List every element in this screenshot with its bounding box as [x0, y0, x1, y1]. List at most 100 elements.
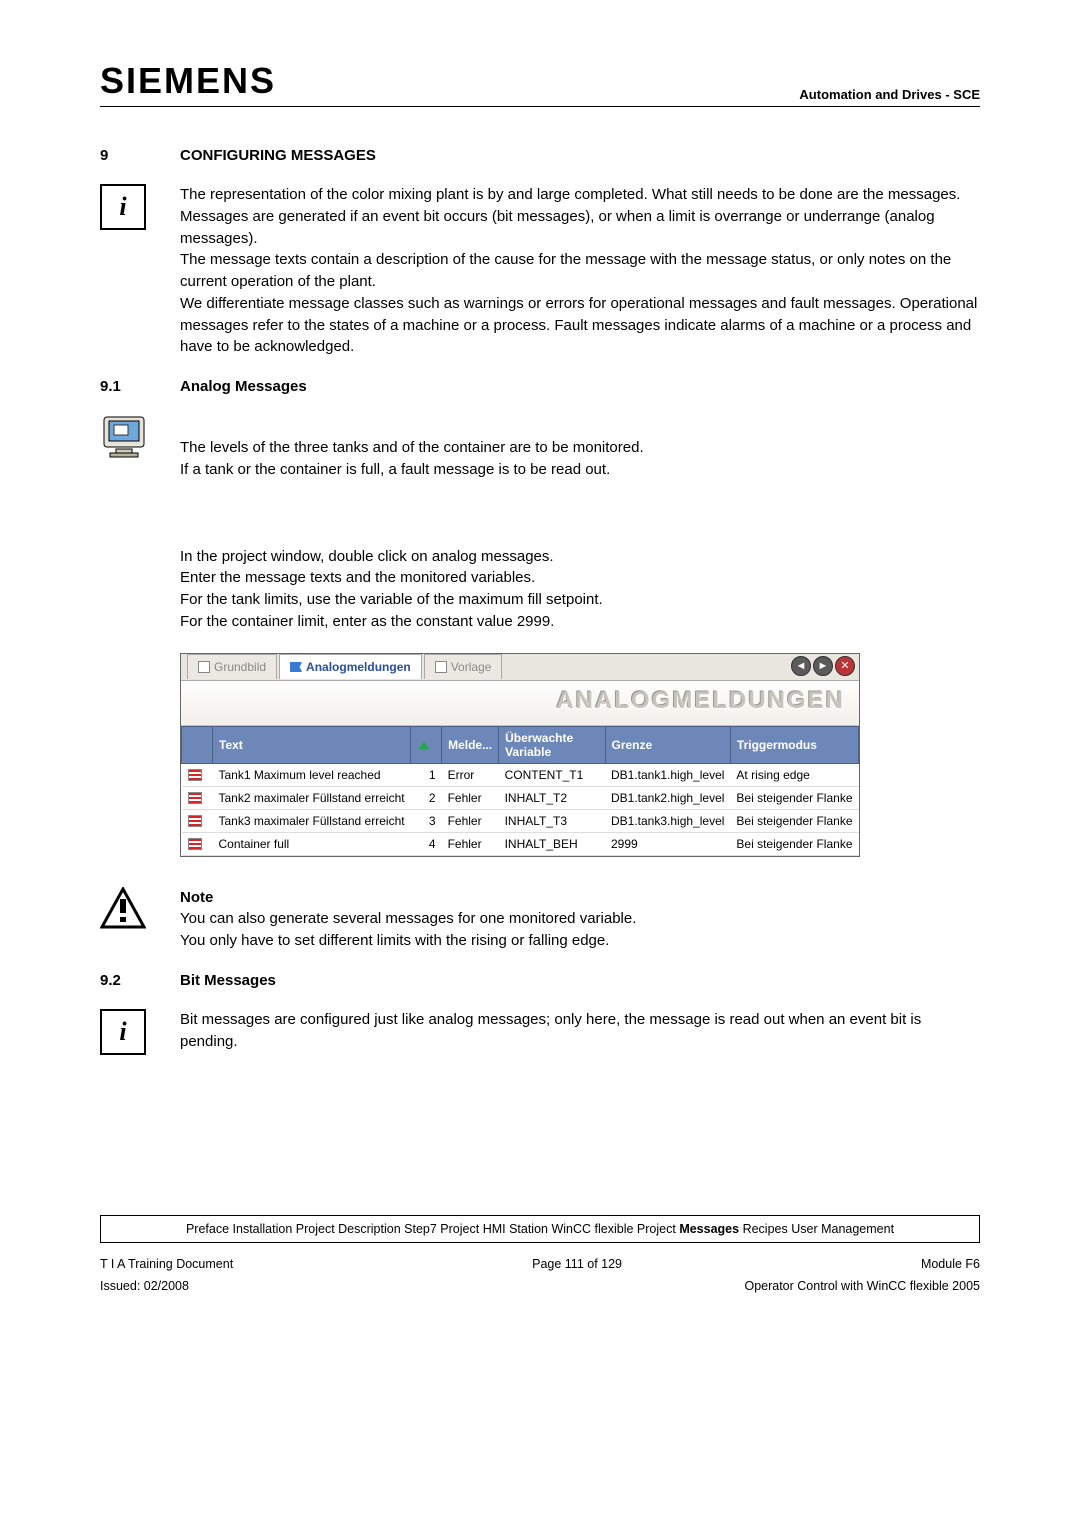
col-trigger[interactable]: Triggermodus [730, 726, 858, 763]
message-row-icon [188, 838, 202, 850]
section-9-1-heading: 9.1 Analog Messages [100, 378, 980, 395]
message-row-icon [188, 815, 202, 827]
breadcrumb-item[interactable]: WinCC flexible Project [551, 1222, 675, 1236]
section-9-title: CONFIGURING MESSAGES [180, 147, 376, 164]
cell-grenze: 2999 [605, 832, 730, 855]
tab-vorlage[interactable]: Vorlage [424, 654, 503, 679]
cell-grenze: DB1.tank1.high_level [605, 763, 730, 786]
table-header-row: Text Melde... Überwachte Variable Grenze… [182, 726, 859, 763]
note-body: You can also generate several messages f… [180, 908, 980, 952]
tab-analogmeldungen-label: Analogmeldungen [306, 660, 411, 674]
section-9-1-para1: The levels of the three tanks and of the… [180, 439, 644, 478]
cell-text: Container full [213, 832, 411, 855]
breadcrumb-item[interactable]: HMI Station [483, 1222, 548, 1236]
screen-icon [435, 661, 447, 673]
footer-issued: Issued: 02/2008 [100, 1279, 189, 1293]
col-text[interactable]: Text [213, 726, 411, 763]
col-grenze[interactable]: Grenze [605, 726, 730, 763]
footer-row-1: T I A Training Document Page 111 of 129 … [100, 1257, 980, 1271]
cell-melde: Error [442, 763, 499, 786]
section-9-number: 9 [100, 147, 180, 164]
cell-grenze: DB1.tank3.high_level [605, 809, 730, 832]
section-9-1-title: Analog Messages [180, 378, 307, 395]
table-row[interactable]: Container full4FehlerINHALT_BEH2999Bei s… [182, 832, 859, 855]
tab-close-button[interactable]: ✕ [835, 656, 855, 676]
cell-variable: INHALT_BEH [499, 832, 605, 855]
messages-table: Text Melde... Überwachte Variable Grenze… [181, 726, 859, 856]
footer-doc-title: T I A Training Document [100, 1257, 233, 1271]
tab-grundbild-label: Grundbild [214, 660, 266, 674]
col-sort[interactable] [411, 726, 442, 763]
info-icon: i [100, 1009, 146, 1055]
cell-text: Tank3 maximaler Füllstand erreicht [213, 809, 411, 832]
table-row[interactable]: Tank1 Maximum level reached1ErrorCONTENT… [182, 763, 859, 786]
cell-num: 3 [411, 809, 442, 832]
tab-grundbild[interactable]: Grundbild [187, 654, 277, 679]
cell-num: 2 [411, 786, 442, 809]
col-melde[interactable]: Melde... [442, 726, 499, 763]
breadcrumb-item[interactable]: Recipes [743, 1222, 788, 1236]
section-9-text: The representation of the color mixing p… [180, 184, 980, 358]
breadcrumb-item[interactable]: Step7 Project [404, 1222, 479, 1236]
footer-module: Module F6 [921, 1257, 980, 1271]
cell-variable: CONTENT_T1 [499, 763, 605, 786]
section-9-2-body: i Bit messages are configured just like … [100, 1009, 980, 1055]
section-9-1-body-1: The levels of the three tanks and of the… [100, 415, 980, 633]
page-header: SIEMENS Automation and Drives - SCE [100, 60, 980, 107]
section-9-1-number: 9.1 [100, 378, 180, 395]
footer-page-number: Page 111 of 129 [532, 1257, 622, 1271]
tab-next-button[interactable]: ► [813, 656, 833, 676]
breadcrumb-item[interactable]: Preface [186, 1222, 229, 1236]
breadcrumb-item[interactable]: Installation [233, 1222, 293, 1236]
siemens-logo: SIEMENS [100, 60, 276, 102]
cell-variable: INHALT_T3 [499, 809, 605, 832]
section-9-1-para2: In the project window, double click on a… [180, 548, 603, 630]
breadcrumb-item[interactable]: Messages [679, 1222, 739, 1236]
section-9-body: i The representation of the color mixing… [100, 184, 980, 358]
cell-num: 1 [411, 763, 442, 786]
warning-icon [100, 887, 146, 929]
sort-asc-icon [419, 741, 429, 749]
table-row[interactable]: Tank2 maximaler Füllstand erreicht2Fehle… [182, 786, 859, 809]
cell-trigger: At rising edge [730, 763, 858, 786]
cell-trigger: Bei steigender Flanke [730, 832, 858, 855]
tab-bar: Grundbild Analogmeldungen Vorlage ◄ ► ✕ [181, 654, 859, 681]
analog-messages-window: Grundbild Analogmeldungen Vorlage ◄ ► ✕ … [180, 653, 860, 857]
cell-num: 4 [411, 832, 442, 855]
tab-prev-button[interactable]: ◄ [791, 656, 811, 676]
monitor-icon [100, 415, 148, 459]
tab-nav-buttons: ◄ ► ✕ [791, 656, 855, 676]
flag-icon [290, 662, 302, 672]
window-banner-text: ANALOGMELDUNGEN [556, 687, 845, 714]
section-9-heading: 9 CONFIGURING MESSAGES [100, 147, 980, 164]
section-9-2-title: Bit Messages [180, 972, 276, 989]
cell-melde: Fehler [442, 786, 499, 809]
page: SIEMENS Automation and Drives - SCE 9 CO… [0, 0, 1080, 1528]
window-banner: ANALOGMELDUNGEN [181, 681, 859, 726]
table-row[interactable]: Tank3 maximaler Füllstand erreicht3Fehle… [182, 809, 859, 832]
tab-analogmeldungen[interactable]: Analogmeldungen [279, 654, 422, 679]
section-9-2-text: Bit messages are configured just like an… [180, 1009, 980, 1053]
footer-product: Operator Control with WinCC flexible 200… [744, 1279, 980, 1293]
breadcrumb-item[interactable]: Project Description [296, 1222, 401, 1236]
cell-melde: Fehler [442, 832, 499, 855]
message-row-icon [188, 769, 202, 781]
section-9-2-number: 9.2 [100, 972, 180, 989]
col-variable[interactable]: Überwachte Variable [499, 726, 605, 763]
tab-vorlage-label: Vorlage [451, 660, 492, 674]
cell-melde: Fehler [442, 809, 499, 832]
note-block: Note You can also generate several messa… [100, 887, 980, 952]
cell-text: Tank1 Maximum level reached [213, 763, 411, 786]
cell-grenze: DB1.tank2.high_level [605, 786, 730, 809]
breadcrumb-nav: Preface Installation Project Description… [100, 1215, 980, 1243]
cell-text: Tank2 maximaler Füllstand erreicht [213, 786, 411, 809]
message-row-icon [188, 792, 202, 804]
cell-trigger: Bei steigender Flanke [730, 809, 858, 832]
footer-row-2: Issued: 02/2008 Operator Control with Wi… [100, 1279, 980, 1293]
cell-variable: INHALT_T2 [499, 786, 605, 809]
cell-trigger: Bei steigender Flanke [730, 786, 858, 809]
note-title: Note [180, 887, 980, 909]
screen-icon [198, 661, 210, 673]
breadcrumb-item[interactable]: User Management [791, 1222, 894, 1236]
info-icon: i [100, 184, 146, 230]
